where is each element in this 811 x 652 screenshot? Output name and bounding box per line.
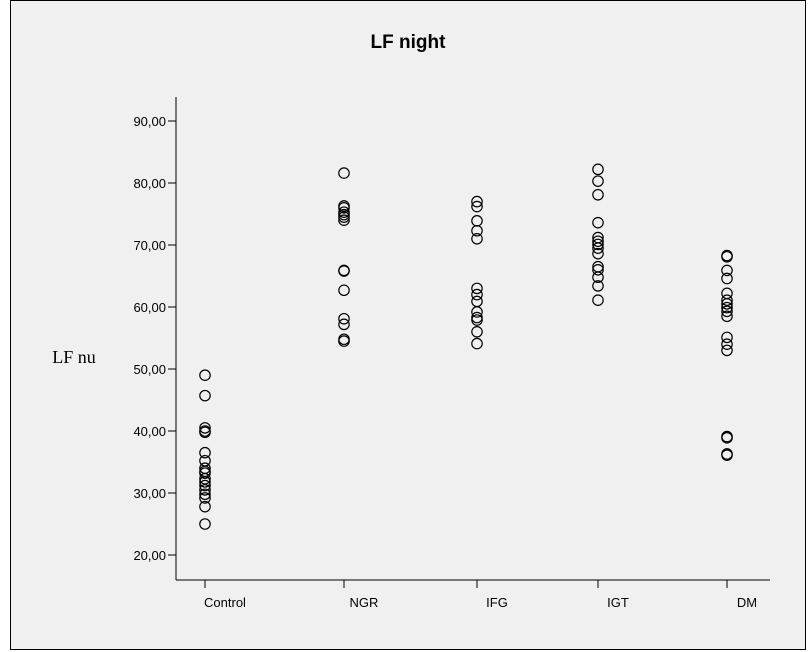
data-point (338, 167, 350, 179)
data-point (199, 518, 211, 530)
x-tick-label: Control (204, 595, 246, 610)
data-point (338, 335, 350, 347)
data-point (199, 500, 211, 513)
data-point (721, 305, 733, 318)
data-point (592, 175, 604, 187)
data-point (471, 337, 483, 350)
y-tick-label: 60,00 (133, 300, 166, 315)
y-tick-label: 40,00 (133, 424, 166, 439)
y-tick-label: 80,00 (133, 176, 166, 191)
data-point (338, 214, 350, 226)
data-point (721, 298, 733, 310)
data-point (199, 476, 211, 488)
data-point (199, 479, 211, 492)
data-point (721, 250, 733, 263)
x-tick-label: IFG (486, 595, 508, 610)
data-point (338, 202, 350, 214)
y-tick-label: 20,00 (133, 548, 166, 563)
y-axis-ticks: 20,00 30,00 40,00 50,00 60,00 70,00 80,00 90,00 (133, 114, 176, 563)
data-point (592, 163, 604, 176)
y-tick-label: 90,00 (133, 114, 166, 129)
data-point (471, 215, 483, 227)
data-point (471, 295, 483, 308)
data-point (199, 488, 211, 501)
data-point (721, 272, 733, 285)
data-points (199, 163, 733, 530)
y-tick-label: 30,00 (133, 486, 166, 501)
data-point (592, 280, 604, 292)
data-point (338, 318, 350, 331)
data-point (471, 282, 483, 295)
data-point (592, 294, 604, 306)
data-point (471, 288, 483, 301)
data-point (199, 467, 211, 479)
y-tick-label: 70,00 (133, 238, 166, 253)
data-point (721, 294, 733, 306)
data-point (592, 238, 604, 251)
x-tick-label: IGT (607, 595, 629, 610)
data-point (721, 310, 733, 323)
data-point (199, 422, 211, 434)
data-point (199, 369, 211, 381)
data-point (471, 314, 483, 326)
data-point (721, 264, 733, 277)
data-point (592, 263, 604, 276)
data-point (471, 306, 483, 318)
data-point (471, 200, 483, 213)
data-point (338, 265, 350, 277)
data-point (721, 344, 733, 357)
data-point (199, 389, 211, 402)
data-point (592, 235, 604, 248)
data-point (721, 432, 733, 444)
chart-title: LF night (371, 32, 447, 53)
data-point (199, 426, 211, 439)
y-axis-label: LF nu (52, 347, 96, 367)
data-point (592, 271, 604, 284)
data-point (592, 247, 604, 260)
data-point (471, 325, 483, 338)
x-axis-ticks: Control NGR IFG IGT DM (204, 580, 757, 610)
data-point (721, 301, 733, 314)
data-point (338, 284, 350, 297)
x-tick-label: DM (737, 595, 757, 610)
data-point (471, 195, 483, 208)
data-point (199, 446, 211, 459)
data-point (338, 211, 350, 223)
data-point (592, 242, 604, 254)
data-point (199, 492, 211, 504)
x-tick-label: NGR (350, 595, 379, 610)
data-point (471, 233, 483, 245)
y-tick-label: 50,00 (133, 362, 166, 377)
data-point (471, 224, 483, 237)
data-point (721, 449, 733, 461)
data-point (592, 188, 604, 201)
data-point (721, 331, 733, 344)
data-point (338, 312, 350, 325)
data-point (721, 338, 733, 350)
data-point (199, 484, 211, 496)
data-point (592, 216, 604, 229)
chart-frame (10, 0, 806, 650)
data-point (199, 472, 211, 485)
